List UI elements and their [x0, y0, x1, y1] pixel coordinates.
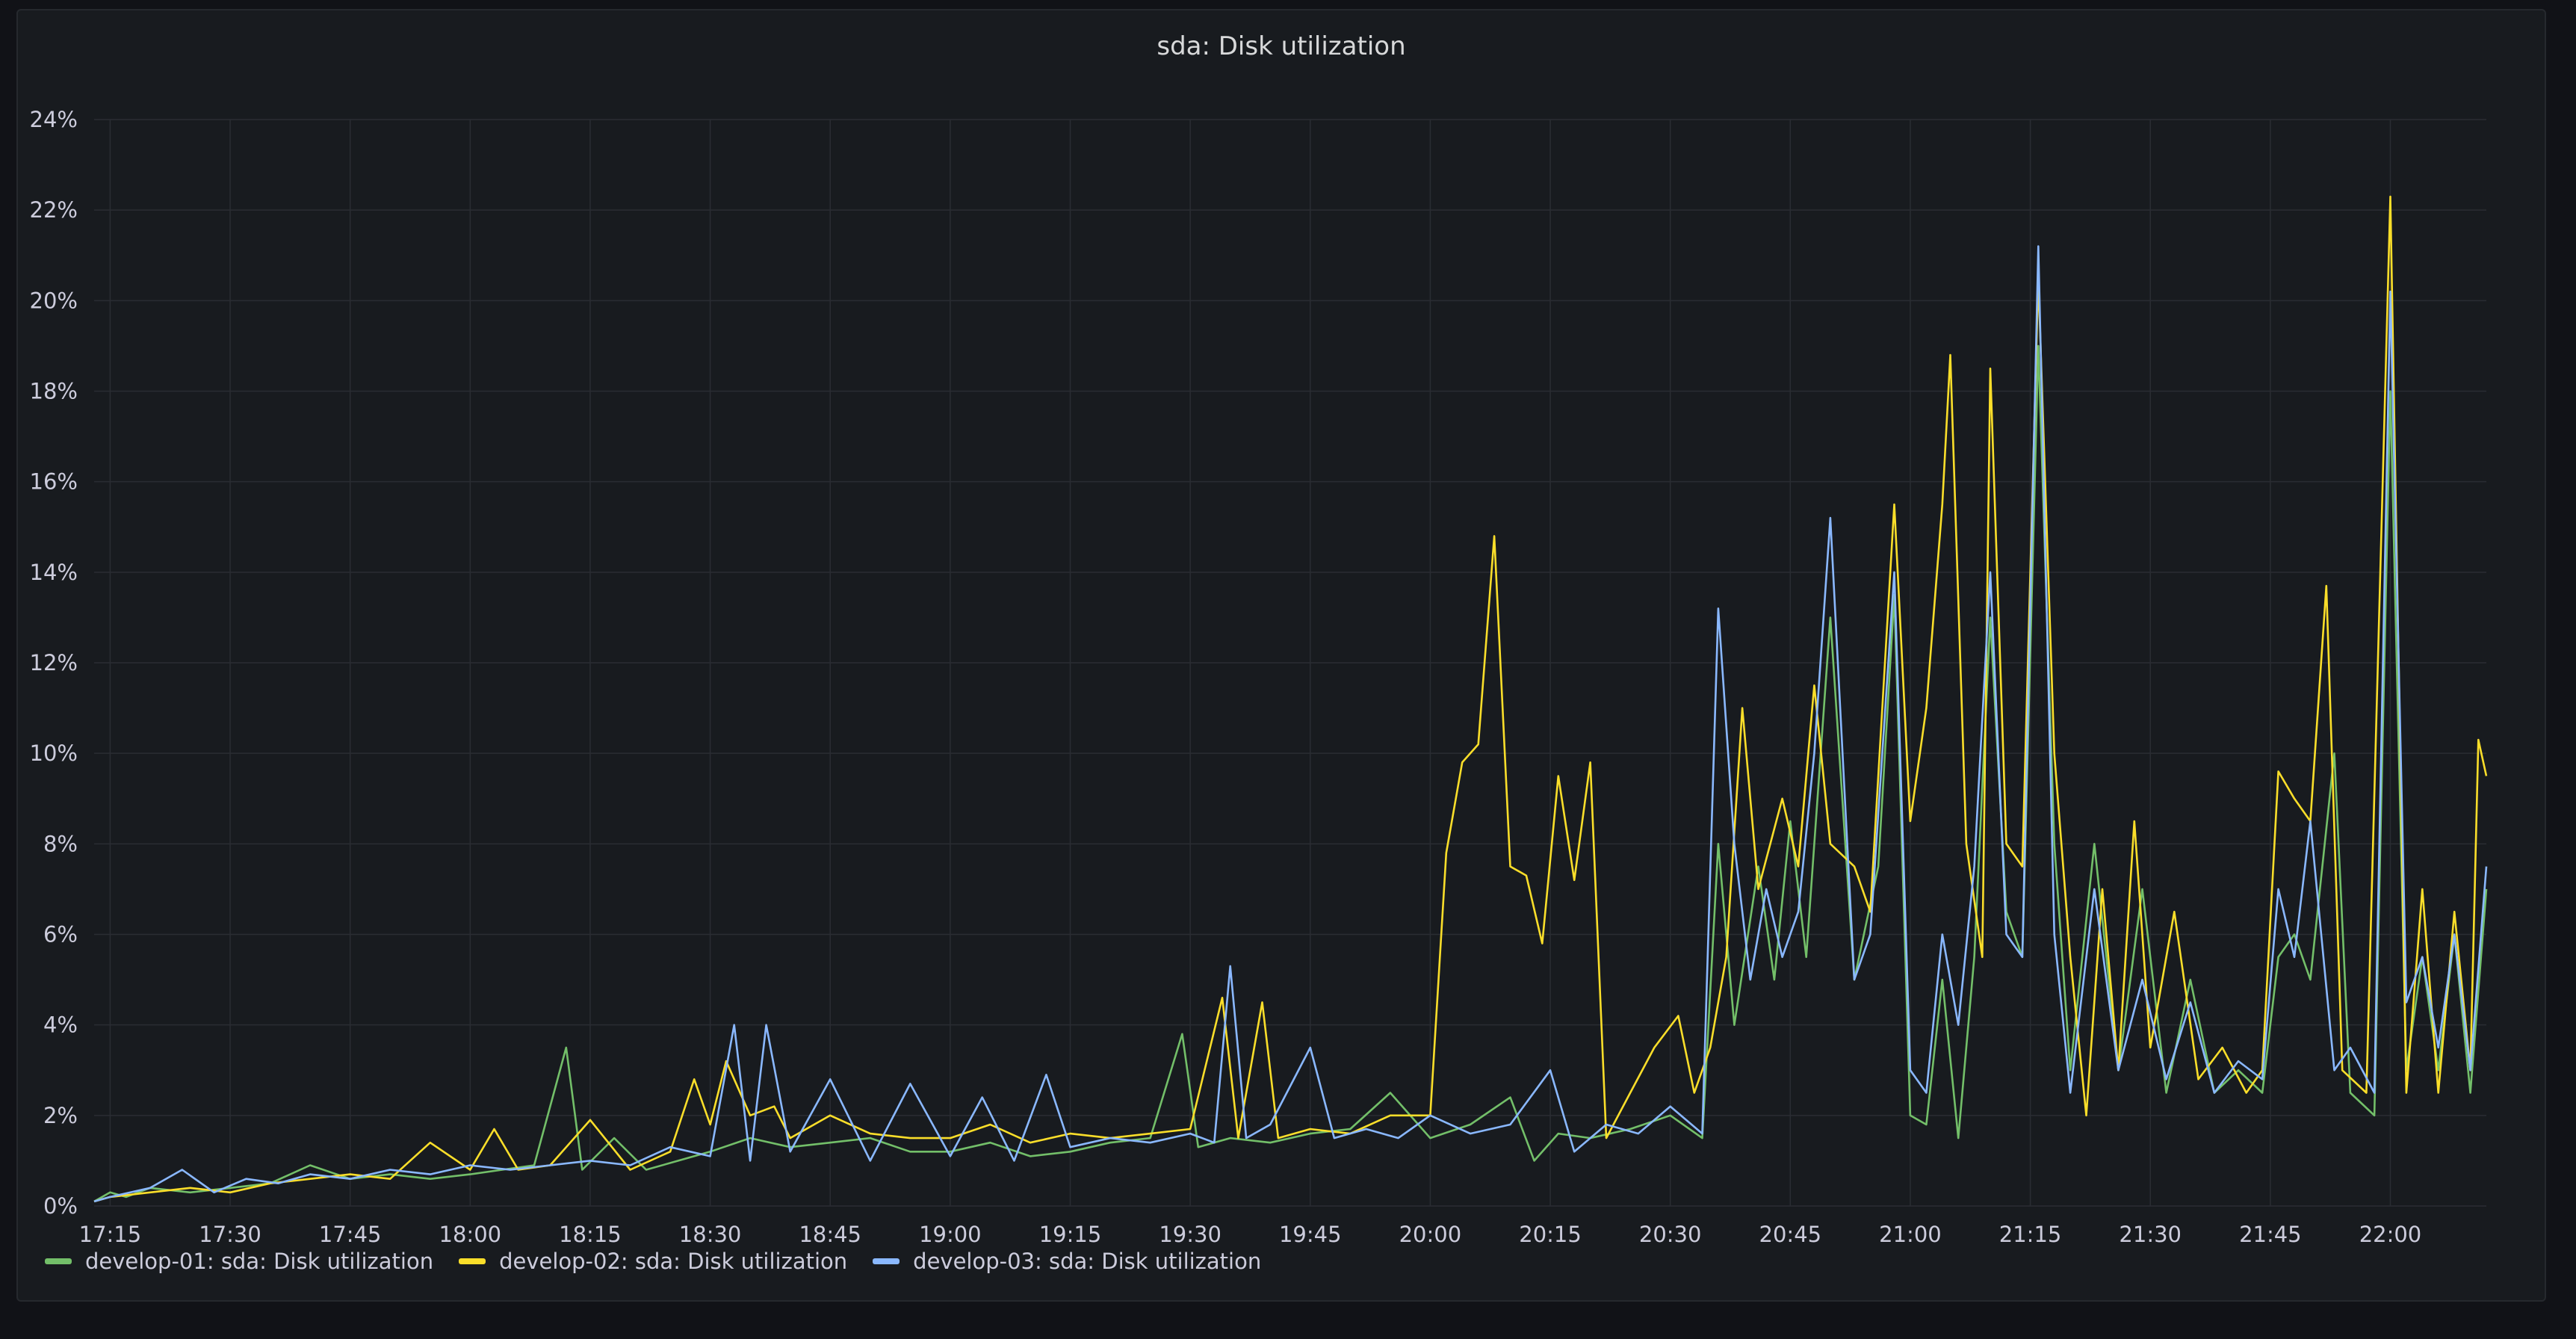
series-lines	[93, 195, 2488, 1203]
series-line-2[interactable]	[93, 195, 2488, 1203]
x-tick-label: 19:00	[919, 1222, 982, 1247]
y-tick-label: 16%	[30, 469, 78, 495]
y-tick-label: 8%	[43, 831, 78, 856]
x-tick-label: 19:15	[1039, 1222, 1102, 1247]
grid	[94, 119, 2486, 1207]
x-tick-label: 17:30	[199, 1222, 261, 1247]
y-tick-label: 6%	[43, 922, 78, 947]
x-tick-label: 21:30	[2119, 1222, 2182, 1247]
y-tick-label: 4%	[43, 1012, 78, 1038]
x-tick-label: 21:15	[1999, 1222, 2062, 1247]
y-tick-label: 2%	[43, 1103, 78, 1128]
x-axis: 17:15 17:30 17:45 18:00 18:15 18:30 18:45 19:00…	[79, 1222, 2422, 1247]
legend-swatch-develop-02	[459, 1258, 486, 1264]
x-tick-label: 19:30	[1159, 1222, 1222, 1247]
legend-item-develop-02[interactable]: develop-02: sda: Disk utilization	[459, 1249, 847, 1274]
legend-label-develop-03: develop-03: sda: Disk utilization	[913, 1249, 1262, 1274]
x-tick-label: 20:45	[1759, 1222, 1822, 1247]
panel-title[interactable]: sda: Disk utilization	[1157, 31, 1406, 61]
series-line-1[interactable]	[93, 344, 2488, 1203]
y-tick-label: 0%	[43, 1193, 78, 1219]
y-tick-label: 24%	[30, 107, 78, 132]
x-tick-label: 20:30	[1639, 1222, 1702, 1247]
legend-item-develop-03[interactable]: develop-03: sda: Disk utilization	[873, 1249, 1261, 1274]
legend-label-develop-01: develop-01: sda: Disk utilization	[85, 1249, 434, 1274]
x-tick-label: 22:00	[2359, 1222, 2422, 1247]
x-tick-label: 18:30	[679, 1222, 742, 1247]
y-tick-label: 22%	[30, 197, 78, 223]
y-tick-label: 10%	[30, 740, 78, 766]
x-tick-label: 20:15	[1519, 1222, 1582, 1247]
legend-label-develop-02: develop-02: sda: Disk utilization	[499, 1249, 848, 1274]
x-tick-label: 17:15	[79, 1222, 142, 1247]
x-tick-label: 19:45	[1279, 1222, 1342, 1247]
x-tick-label: 18:00	[439, 1222, 502, 1247]
y-tick-label: 20%	[30, 288, 78, 313]
y-tick-label: 12%	[30, 650, 78, 675]
x-tick-label: 20:00	[1399, 1222, 1462, 1247]
legend-swatch-develop-03	[873, 1258, 900, 1264]
legend: develop-01: sda: Disk utilization develo…	[45, 1245, 1261, 1278]
x-tick-label: 17:45	[319, 1222, 382, 1247]
x-tick-label: 18:15	[559, 1222, 622, 1247]
x-tick-label: 21:00	[1879, 1222, 1942, 1247]
x-tick-label: 21:45	[2239, 1222, 2302, 1247]
legend-swatch-develop-01	[45, 1258, 72, 1264]
series-line-3[interactable]	[93, 245, 2488, 1203]
legend-item-develop-01[interactable]: develop-01: sda: Disk utilization	[45, 1249, 433, 1274]
y-tick-label: 18%	[30, 379, 78, 404]
x-tick-label: 18:45	[799, 1222, 861, 1247]
y-tick-label: 14%	[30, 560, 78, 585]
y-axis: 0% 2% 4% 6% 8% 10% 12% 14% 16% 18% 20% 22% 24%	[30, 107, 78, 1219]
chart-panel: sda: Disk utilization	[16, 9, 2546, 1302]
